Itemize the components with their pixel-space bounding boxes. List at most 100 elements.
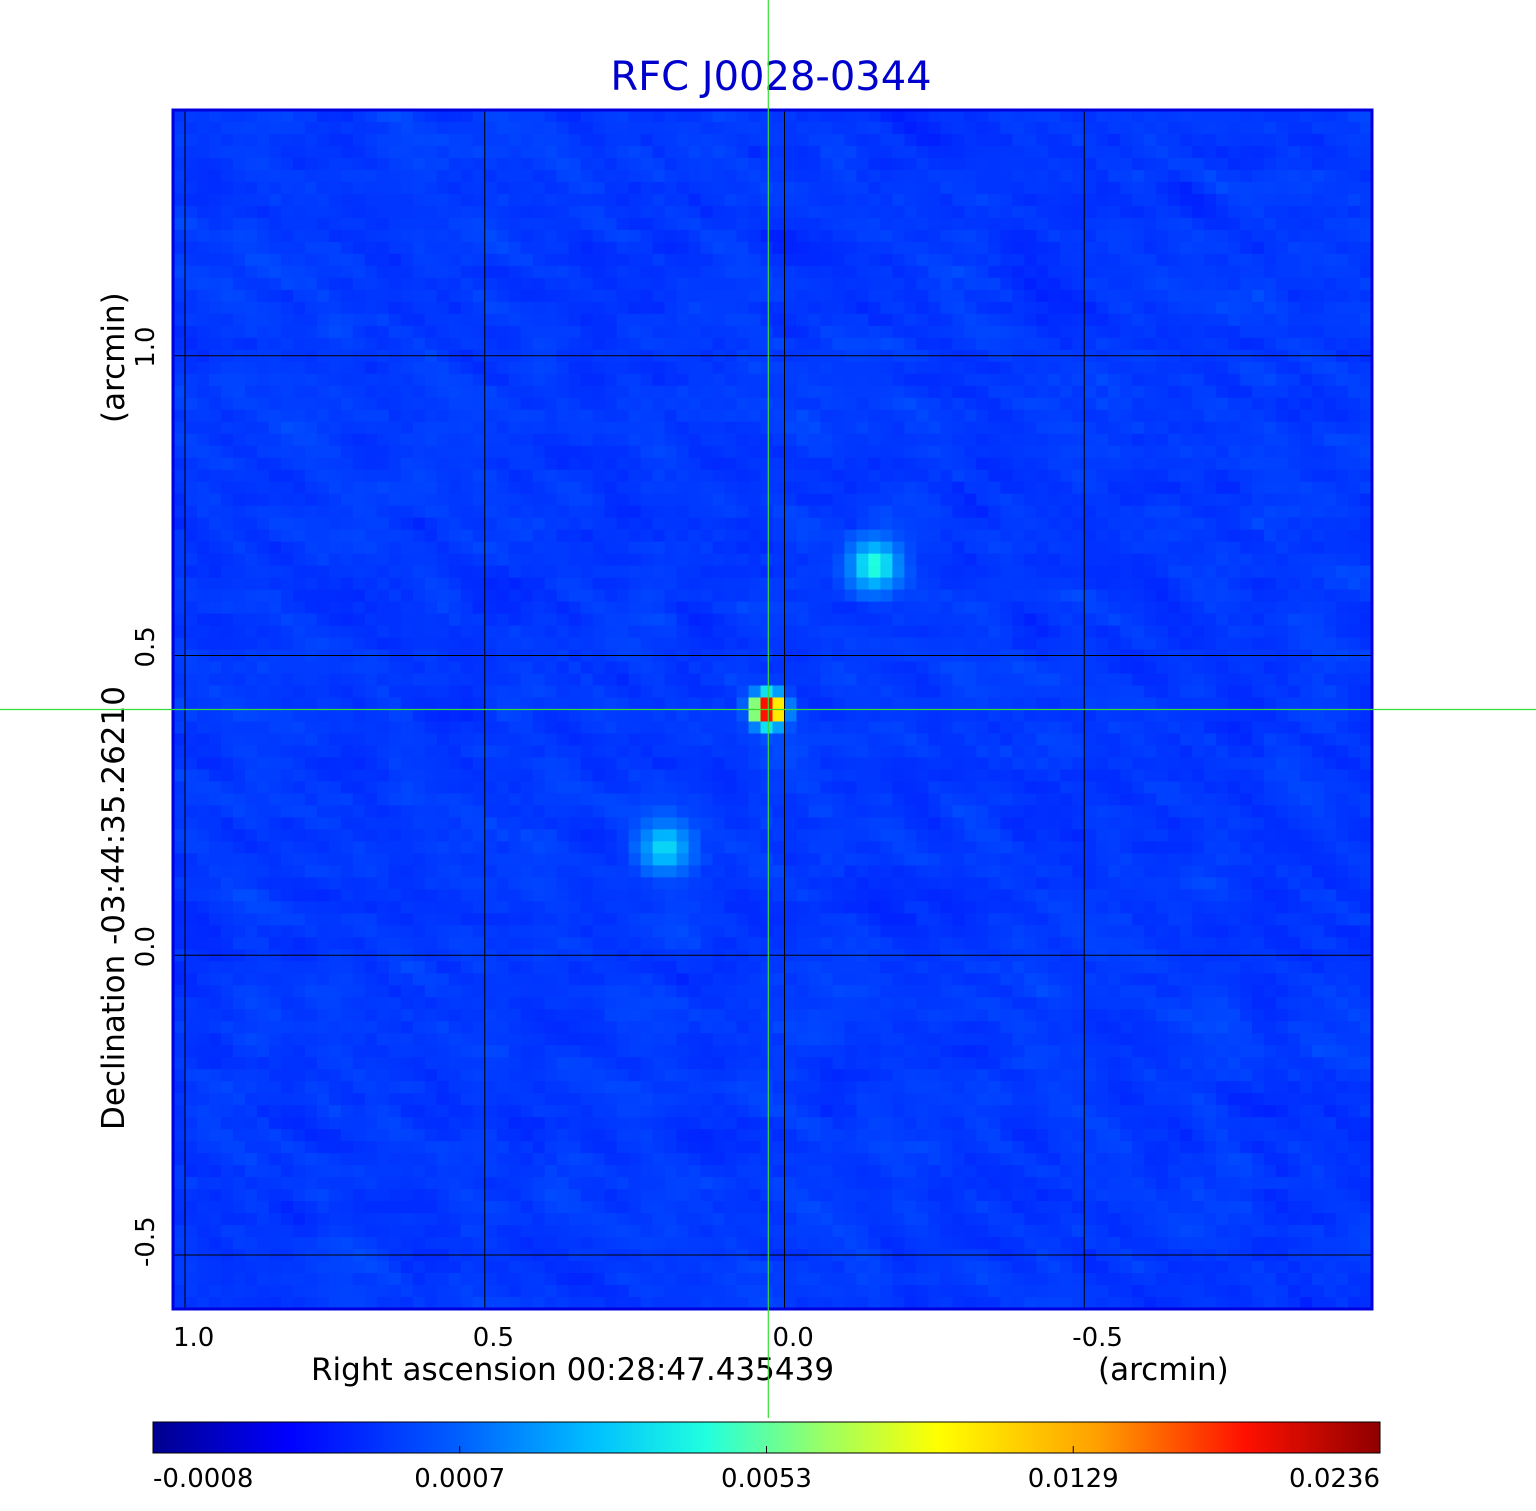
map-pixel (208, 241, 222, 255)
map-pixel (736, 421, 750, 435)
map-pixel (604, 637, 618, 651)
map-pixel (1060, 445, 1073, 459)
map-pixel (688, 697, 702, 711)
map-pixel (1360, 121, 1372, 135)
map-pixel (1252, 589, 1265, 603)
map-pixel (532, 541, 546, 555)
map-pixel (316, 601, 330, 615)
map-pixel (1204, 325, 1217, 339)
map-pixel (244, 361, 258, 375)
map-pixel (508, 373, 522, 387)
map-pixel (460, 313, 474, 327)
map-pixel (880, 229, 893, 243)
map-pixel (304, 589, 318, 603)
map-pixel (676, 313, 690, 327)
map-pixel (556, 133, 570, 147)
map-pixel (173, 421, 186, 435)
map-pixel (1120, 529, 1133, 543)
map-pixel (880, 445, 893, 459)
map-pixel (1216, 241, 1229, 255)
map-pixel (1108, 553, 1121, 567)
map-pixel (844, 529, 858, 543)
map-pixel (1120, 673, 1133, 687)
map-pixel (1192, 337, 1205, 351)
map-pixel (640, 673, 654, 687)
map-pixel (748, 145, 762, 159)
map-pixel (316, 397, 330, 411)
map-pixel (736, 133, 750, 147)
map-pixel (748, 253, 762, 267)
map-pixel (604, 505, 618, 519)
map-pixel (352, 110, 366, 123)
map-pixel (1156, 181, 1169, 195)
map-pixel (1228, 277, 1241, 291)
map-pixel (916, 289, 929, 303)
map-pixel (580, 505, 594, 519)
map-pixel (280, 541, 294, 555)
map-pixel (244, 553, 258, 567)
map-pixel (376, 457, 390, 471)
map-pixel (544, 553, 558, 567)
map-pixel (1336, 553, 1349, 567)
map-pixel (724, 433, 738, 447)
map-pixel (748, 373, 762, 387)
map-pixel (412, 421, 426, 435)
map-pixel (880, 541, 893, 555)
map-pixel (376, 373, 390, 387)
map-pixel (628, 397, 642, 411)
map-pixel (640, 289, 654, 303)
map-pixel (856, 229, 870, 243)
map-pixel (436, 110, 450, 123)
map-pixel (700, 613, 714, 627)
map-pixel (892, 277, 905, 291)
map-pixel (544, 169, 558, 183)
map-pixel (784, 133, 798, 147)
map-pixel (256, 337, 270, 351)
map-pixel (736, 493, 750, 507)
map-pixel (304, 337, 318, 351)
map-pixel (544, 397, 558, 411)
map-pixel (928, 625, 941, 639)
map-pixel (796, 217, 810, 231)
map-pixel (1336, 373, 1349, 387)
map-pixel (1360, 601, 1372, 615)
map-pixel (1108, 241, 1121, 255)
map-pixel (412, 361, 426, 375)
map-pixel (1324, 253, 1337, 267)
map-pixel (1060, 229, 1073, 243)
map-pixel (1252, 637, 1265, 651)
map-pixel (772, 613, 786, 627)
map-pixel (952, 481, 965, 495)
map-pixel (856, 253, 870, 267)
map-pixel (1336, 589, 1349, 603)
map-pixel (1228, 613, 1241, 627)
map-pixel (508, 313, 522, 327)
map-pixel (916, 577, 929, 591)
map-pixel (712, 529, 726, 543)
map-pixel (808, 217, 822, 231)
map-pixel (964, 661, 977, 675)
map-pixel (988, 110, 1001, 123)
map-pixel (436, 685, 450, 699)
map-pixel (448, 337, 462, 351)
map-pixel (232, 217, 246, 231)
map-pixel (1180, 373, 1193, 387)
map-pixel (1180, 469, 1193, 483)
map-pixel (1252, 193, 1265, 207)
map-pixel (1264, 397, 1277, 411)
map-pixel (556, 541, 570, 555)
map-pixel (1348, 337, 1361, 351)
map-pixel (376, 481, 390, 495)
map-pixel (712, 145, 726, 159)
map-pixel (448, 601, 462, 615)
map-pixel (940, 313, 953, 327)
map-pixel (1036, 697, 1049, 711)
map-pixel (1084, 193, 1097, 207)
map-pixel (916, 373, 929, 387)
map-pixel (628, 121, 642, 135)
map-pixel (940, 277, 953, 291)
map-pixel (544, 637, 558, 651)
map-pixel (736, 637, 750, 651)
map-pixel (412, 493, 426, 507)
map-pixel (1204, 445, 1217, 459)
